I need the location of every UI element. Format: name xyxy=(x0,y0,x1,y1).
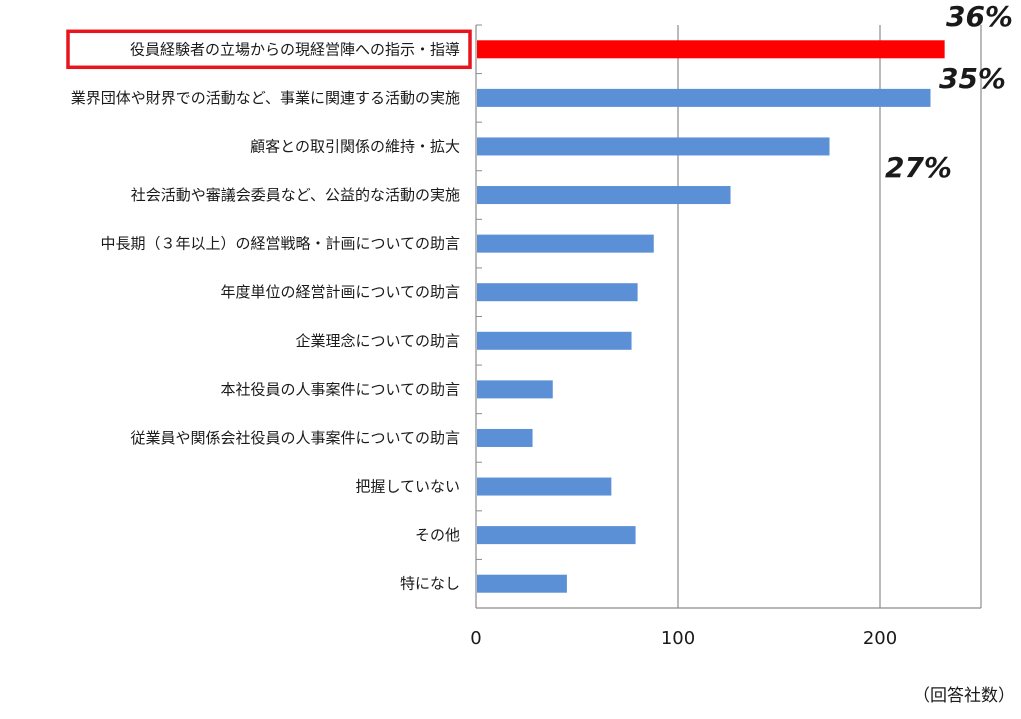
percent-annotation-0: 36% xyxy=(946,0,1013,33)
percent-annotation-1: 35% xyxy=(939,62,1006,95)
bar-10 xyxy=(477,526,636,545)
bar-0 xyxy=(477,40,945,59)
bar-3 xyxy=(477,186,731,205)
x-tick-labels: 0 100 200 xyxy=(470,628,897,649)
annotations: 36% 35% 27% （回答社数） xyxy=(885,0,1015,706)
category-label-11: 特になし xyxy=(400,575,460,593)
category-label-2: 顧客との取引関係の維持・拡大 xyxy=(250,137,460,155)
category-label-4: 中長期（３年以上）の経営戦略・計画についての助言 xyxy=(100,235,460,253)
bar-4 xyxy=(477,234,654,253)
percent-annotation-2: 27% xyxy=(885,151,952,184)
bar-8 xyxy=(477,428,533,447)
category-labels: 役員経験者の立場からの現経営陣への指示・指導業界団体や財界での活動など、事業に関… xyxy=(66,29,472,593)
x-tick-label-0: 0 xyxy=(470,628,481,649)
x-tick-label-200: 200 xyxy=(863,628,897,649)
category-label-3: 社会活動や審議会委員など、公益的な活動の実施 xyxy=(131,186,460,204)
highlight-box xyxy=(66,29,472,70)
bar-7 xyxy=(477,380,553,399)
category-label-10: その他 xyxy=(415,526,460,544)
bar-5 xyxy=(477,283,638,302)
category-label-6: 企業理念についての助言 xyxy=(295,332,460,350)
category-label-7: 本社役員の人事案件についての助言 xyxy=(220,380,460,398)
bar-2 xyxy=(477,137,830,156)
category-label-9: 把握していない xyxy=(355,478,460,496)
category-label-1: 業界団体や財界での活動など、事業に関連する活動の実施 xyxy=(71,89,460,107)
category-label-8: 従業員や関係会社役員の人事案件についての助言 xyxy=(130,429,460,447)
bar-9 xyxy=(477,477,612,496)
x-tick-label-100: 100 xyxy=(661,628,695,649)
bar-11 xyxy=(477,574,567,593)
grid-layer xyxy=(475,24,982,609)
bar-6 xyxy=(477,331,632,350)
category-label-5: 年度単位の経営計画についての助言 xyxy=(220,283,460,301)
category-label-0: 役員経験者の立場からの現経営陣への指示・指導 xyxy=(130,40,460,58)
bar-layer xyxy=(477,40,945,593)
bar-1 xyxy=(477,88,931,107)
x-axis-unit-label: （回答社数） xyxy=(913,686,1015,706)
